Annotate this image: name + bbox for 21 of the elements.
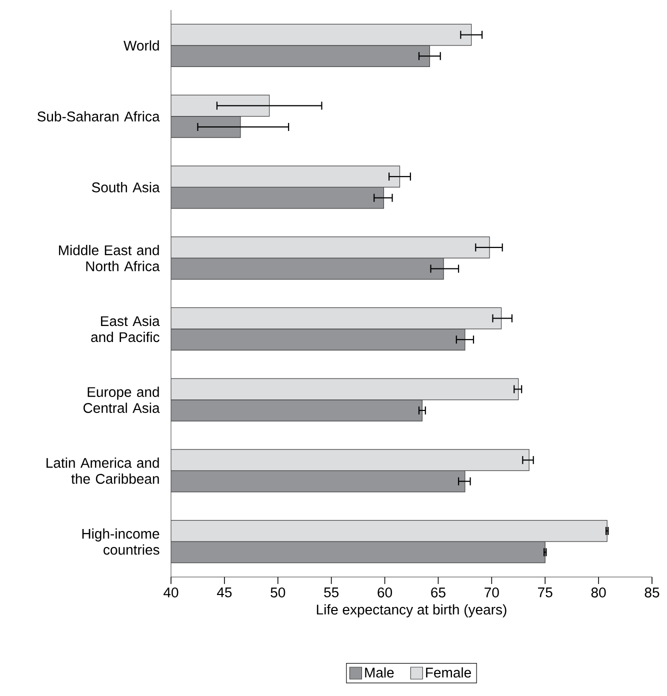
x-tick-label: 45 — [216, 588, 232, 598]
y-tick-label: World — [124, 40, 159, 51]
x-tick-label: 40 — [164, 588, 178, 598]
y-tick-label: Latin America and the Caribbean — [46, 458, 159, 484]
y-tick-label: Sub-Saharan Africa — [37, 111, 160, 122]
y-tick-label: South Asia — [92, 182, 160, 192]
x-tick-label: 50 — [270, 588, 286, 598]
x-tick-label: 60 — [378, 588, 392, 598]
x-tick-label: 75 — [538, 588, 552, 598]
y-tick-label: High-income countries — [82, 528, 160, 555]
legend-label: Male — [365, 667, 394, 678]
legend-label: Female — [426, 667, 471, 678]
x-tick-label: 55 — [324, 588, 339, 598]
x-axis-title: Life expectancy at birth (years) — [316, 604, 506, 618]
y-tick-label: East Asia and Pacific — [91, 316, 160, 342]
x-tick-label: 70 — [484, 588, 499, 598]
x-tick-label: 65 — [431, 588, 446, 598]
y-tick-label: Middle East and North Africa — [59, 244, 160, 272]
x-tick-label: 85 — [644, 588, 660, 598]
y-tick-label: Europe and Central Asia — [83, 386, 160, 413]
x-tick-label: 80 — [591, 588, 606, 598]
